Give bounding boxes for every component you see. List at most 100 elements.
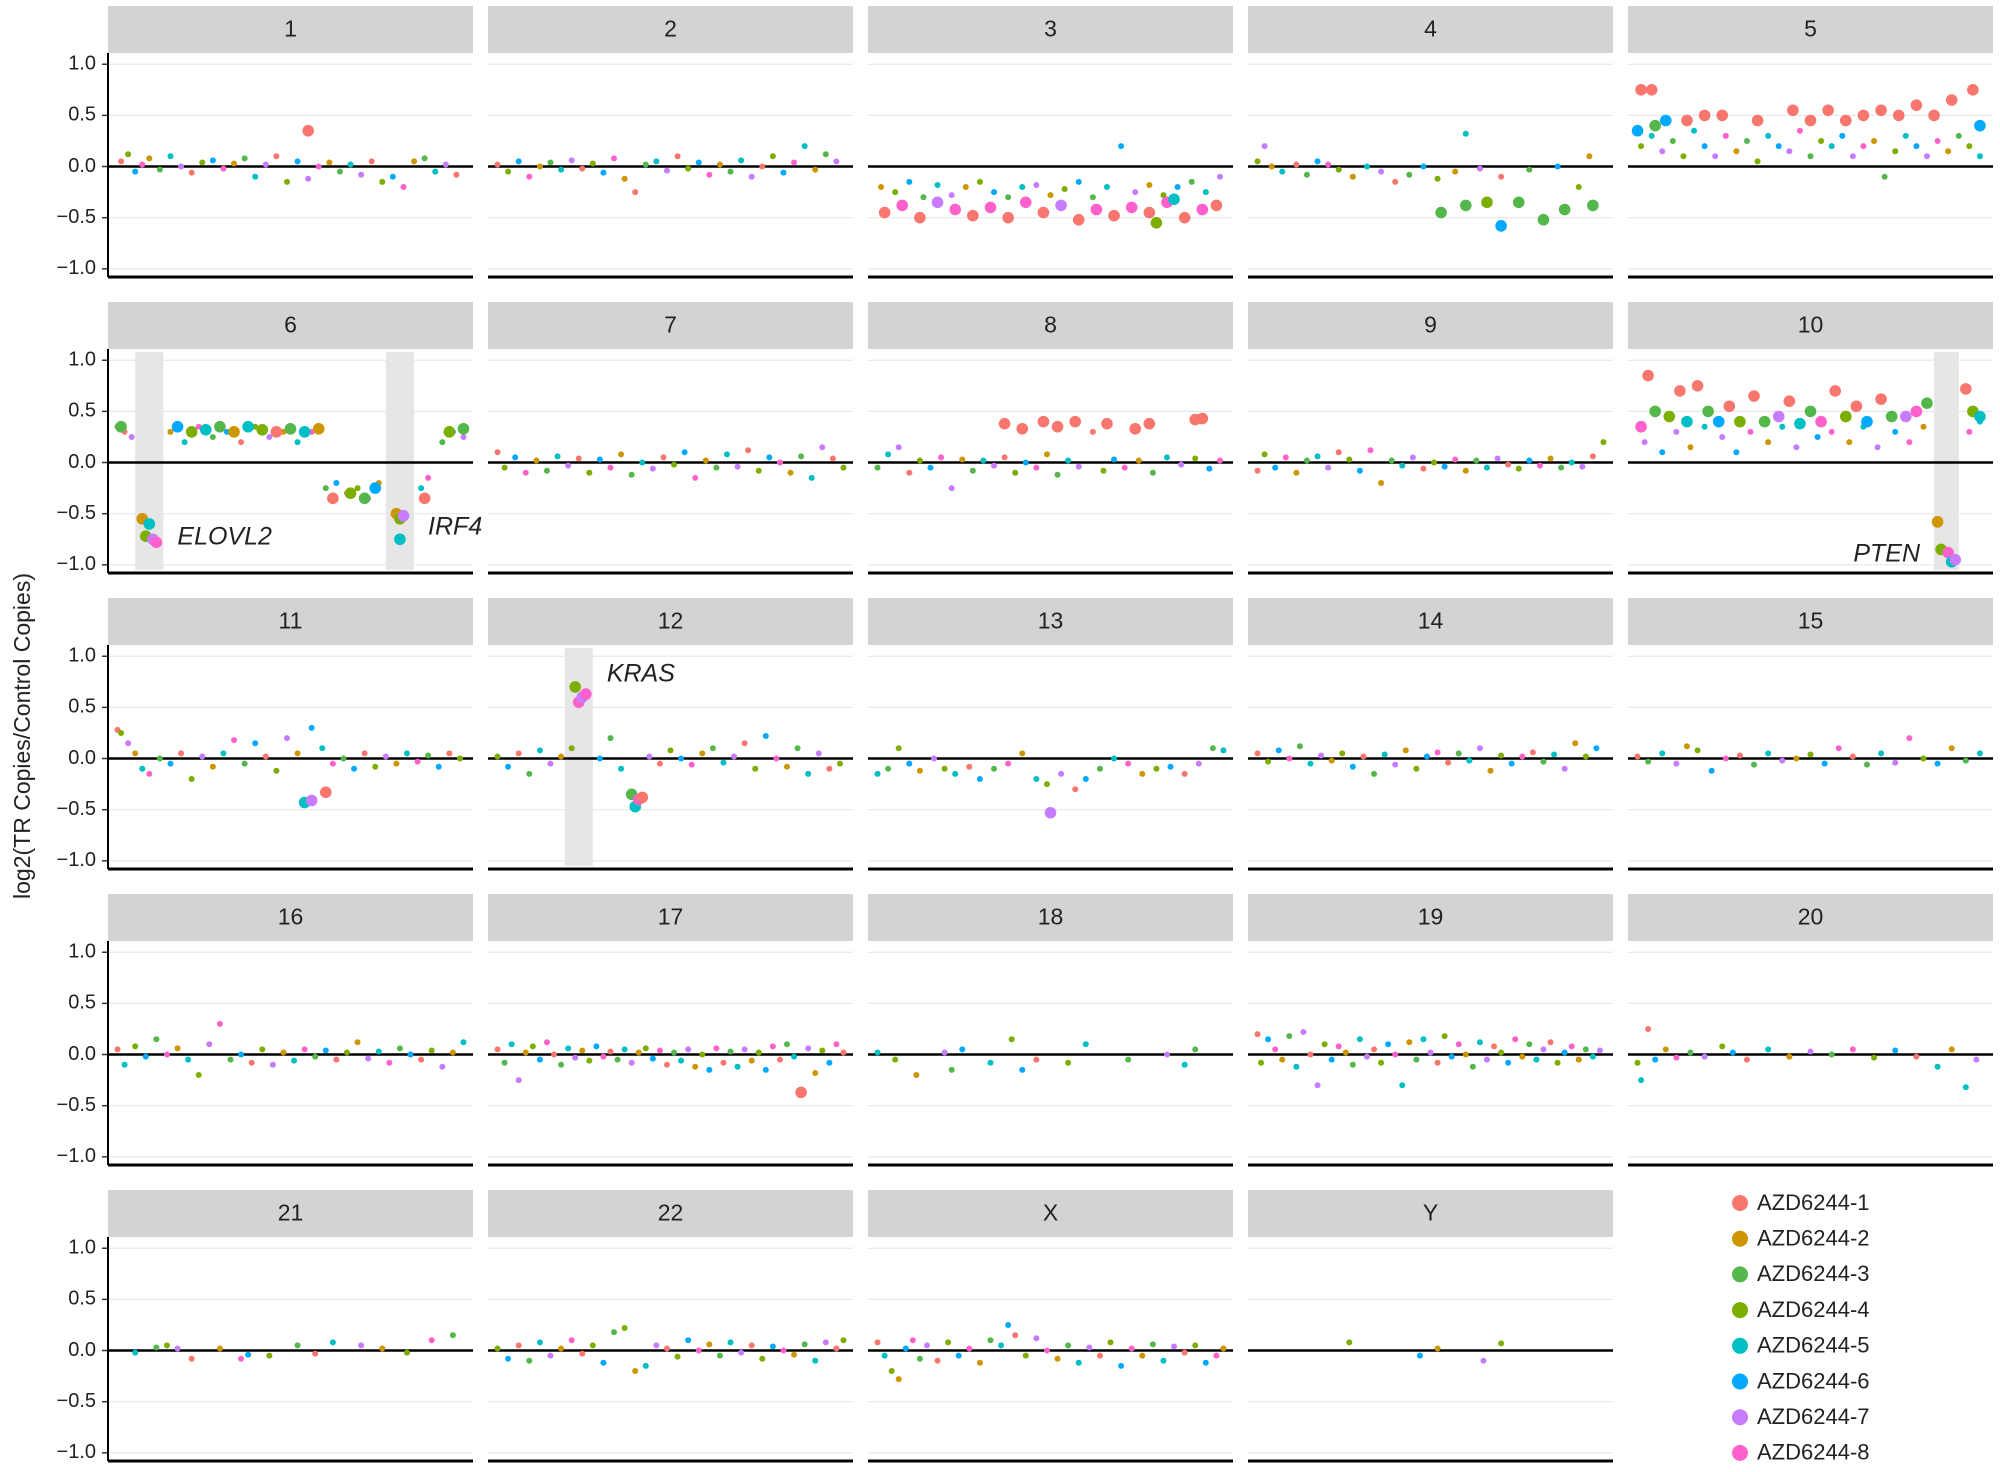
point [791,159,798,166]
point [1483,464,1490,471]
point [1420,163,1427,170]
point [1487,767,1494,774]
point [522,1049,529,1056]
point [952,770,959,777]
point [1181,1349,1188,1356]
point [916,767,923,774]
point [1462,467,1469,474]
point [216,1345,223,1352]
point [589,160,596,167]
strip-text: 15 [1798,608,1824,634]
point [547,760,554,767]
point [663,1061,670,1068]
point [671,1049,678,1056]
point-large [1069,415,1082,428]
point [663,167,670,174]
point [1515,465,1522,472]
point-large [1702,405,1714,418]
point [752,765,759,772]
point [259,1046,266,1053]
point [568,1337,575,1344]
point [379,1345,386,1352]
point [713,464,720,471]
point [358,1342,365,1349]
point [1220,1345,1227,1352]
point [269,1061,276,1068]
point [305,175,312,182]
point [938,454,945,461]
point [600,169,607,176]
point [913,1071,920,1078]
legend-key [1732,1230,1748,1247]
y-tick-label: −1.0 [57,1441,96,1463]
point-large [1178,211,1191,224]
point [1765,750,1772,757]
point-large [1558,203,1571,216]
point [1300,1029,1307,1036]
point [428,1337,435,1344]
point-large [1772,410,1785,423]
point [118,729,125,736]
point [1462,1051,1469,1058]
point [1356,1036,1363,1043]
point [1082,1041,1089,1048]
point-large [1037,206,1050,219]
point [1786,148,1793,155]
point [1945,148,1952,155]
y-tick-label: 0.5 [68,1288,96,1310]
point [294,439,301,446]
y-tick-label: 1.0 [68,349,96,371]
point [1178,461,1185,468]
point [1335,449,1342,456]
point [987,1337,994,1344]
point [1498,173,1505,180]
point [702,457,709,464]
point [1976,750,1983,757]
point [962,183,969,190]
point [1828,1051,1835,1058]
point [874,464,881,471]
point [407,1051,414,1058]
point-large [1587,199,1599,212]
point [1167,763,1174,770]
point-large [1659,114,1672,127]
point [1835,745,1842,752]
point [1054,471,1061,478]
point [1743,137,1750,144]
point [128,433,135,440]
point [308,724,315,731]
point [791,1351,798,1358]
point [1582,1046,1589,1053]
point [833,1345,840,1352]
point [505,168,512,175]
point [1399,1082,1406,1089]
point [1409,454,1416,461]
gene-label: ELOVL2 [177,523,272,551]
point [312,1350,319,1357]
point [227,1056,234,1063]
y-tick-label: −0.5 [57,1390,96,1412]
point-large [1974,410,1986,423]
point [529,1043,536,1050]
point [351,765,358,772]
point [780,169,787,176]
point [1019,183,1026,190]
y-tick-label: 1.0 [68,941,96,963]
point [1022,1352,1029,1359]
point [635,1049,642,1056]
point [1065,1059,1072,1066]
point-large [150,536,163,549]
point [312,1053,319,1060]
point [1533,1056,1540,1063]
point-large [896,199,909,212]
point [840,464,847,471]
point [1807,751,1814,758]
point [1662,1046,1669,1053]
point [611,155,618,162]
point [611,1329,618,1336]
point-large [1168,193,1180,206]
strip [1248,894,1613,941]
point [748,1342,755,1349]
point [1765,1046,1772,1053]
point [632,189,639,196]
